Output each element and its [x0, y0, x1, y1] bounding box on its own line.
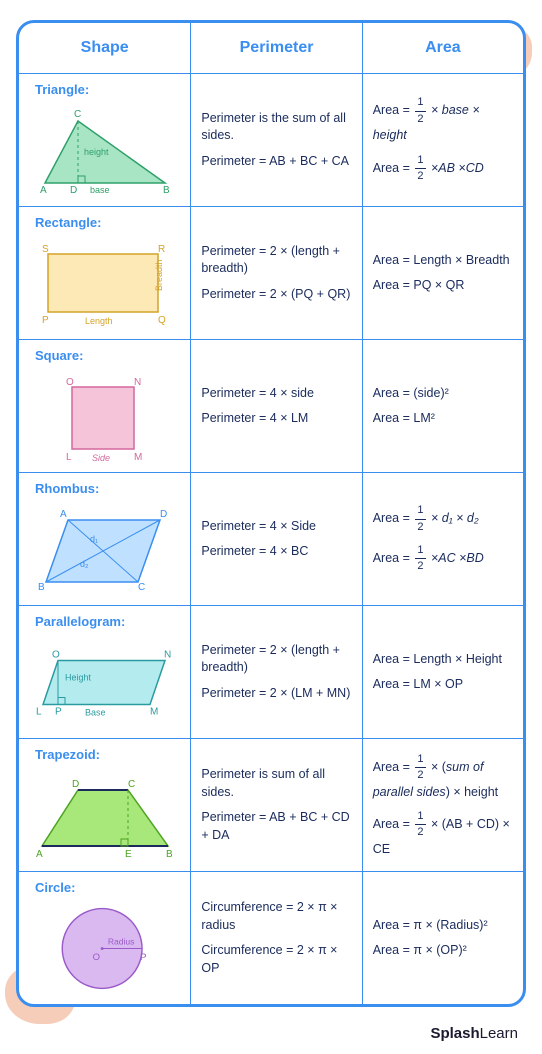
circle-diagram: O P Radius: [30, 901, 180, 996]
svg-text:N: N: [164, 650, 171, 661]
svg-text:R: R: [158, 244, 165, 255]
rhombus-area-2: Area = 12 ×AC ×BD: [373, 543, 513, 575]
svg-text:Length: Length: [85, 316, 113, 326]
svg-text:L: L: [36, 707, 42, 718]
square-area-2: Area = LM²: [373, 410, 513, 428]
svg-text:E: E: [125, 849, 132, 860]
trapezoid-area-1: Area = 12 × (sum of parallel sides) × he…: [373, 752, 513, 801]
svg-text:B: B: [163, 185, 170, 196]
circle-area-1: Area = π × (Radius)²: [373, 917, 513, 935]
parallelogram-diagram: O N L P M Height Base: [30, 635, 180, 730]
rhombus-perimeter-2: Perimeter = 4 × BC: [201, 543, 351, 561]
svg-text:A: A: [60, 509, 67, 520]
svg-text:D: D: [160, 509, 167, 520]
rectangle-title: Rectangle:: [29, 215, 101, 230]
svg-text:D: D: [70, 185, 77, 196]
trapezoid-title: Trapezoid:: [29, 747, 100, 762]
svg-text:C: C: [74, 109, 81, 120]
svg-text:C: C: [138, 582, 145, 593]
circle-area-2: Area = π × (OP)²: [373, 942, 513, 960]
rectangle-area-2: Area = PQ × QR: [373, 277, 513, 295]
svg-text:N: N: [134, 377, 141, 388]
rectangle-area-1: Area = Length × Breadth: [373, 252, 513, 270]
svg-text:A: A: [40, 185, 47, 196]
row-circle: Circle: O P Radius Circumference = 2 × π…: [19, 872, 523, 1004]
row-trapezoid: Trapezoid: A B C D E Perimeter is sum of…: [19, 739, 523, 872]
svg-text:base: base: [90, 185, 110, 195]
parallelogram-area-1: Area = Length × Height: [373, 651, 513, 669]
svg-text:C: C: [128, 779, 135, 790]
rectangle-diagram: S R P Q Length Breadth: [30, 236, 180, 331]
brand-logo: SplashLearn: [0, 1017, 542, 1054]
trapezoid-diagram: A B C D E: [30, 768, 180, 863]
svg-text:M: M: [150, 707, 158, 718]
circle-title: Circle:: [29, 880, 75, 895]
triangle-area-1: Area = 12 × base × height: [373, 95, 513, 144]
circle-perimeter-1: Circumference = 2 × π × radius: [201, 899, 351, 934]
trapezoid-perimeter-1: Perimeter is sum of all sides.: [201, 766, 351, 801]
parallelogram-title: Parallelogram:: [29, 614, 125, 629]
svg-text:O: O: [92, 952, 99, 963]
svg-text:height: height: [84, 147, 109, 157]
trapezoid-perimeter-2: Perimeter = AB + BC + CD + DA: [201, 809, 351, 844]
svg-text:P: P: [42, 315, 49, 326]
triangle-perimeter-text: Perimeter is the sum of all sides.: [201, 110, 351, 145]
svg-text:O: O: [66, 377, 74, 388]
svg-text:Height: Height: [65, 673, 92, 683]
svg-text:M: M: [134, 452, 142, 463]
svg-text:B: B: [38, 582, 45, 593]
parallelogram-area-2: Area = LM × OP: [373, 676, 513, 694]
rhombus-diagram: A D B C d₁ d₂: [30, 502, 180, 597]
rhombus-title: Rhombus:: [29, 481, 99, 496]
svg-text:A: A: [36, 849, 43, 860]
square-perimeter-2: Perimeter = 4 × LM: [201, 410, 351, 428]
triangle-perimeter-formula: Perimeter = AB + BC + CA: [201, 153, 351, 171]
formula-table: Shape Perimeter Area Triangle: A B C D b…: [16, 20, 526, 1007]
rectangle-perimeter-2: Perimeter = 2 × (PQ + QR): [201, 286, 351, 304]
svg-text:Breadth: Breadth: [154, 259, 164, 291]
square-area-1: Area = (side)²: [373, 385, 513, 403]
header-row: Shape Perimeter Area: [19, 23, 523, 74]
svg-text:Q: Q: [158, 315, 166, 326]
triangle-title: Triangle:: [29, 82, 89, 97]
svg-text:Base: Base: [85, 708, 106, 718]
row-parallelogram: Parallelogram: O N L P M Height Base Per…: [19, 606, 523, 739]
header-perimeter: Perimeter: [190, 23, 361, 73]
triangle-diagram: A B C D base height: [30, 103, 180, 198]
svg-text:D: D: [72, 779, 79, 790]
trapezoid-area-2: Area = 12 × (AB + CD) × CE: [373, 809, 513, 858]
row-rhombus: Rhombus: A D B C d₁ d₂ Perimeter = 4 × S…: [19, 473, 523, 606]
parallelogram-perimeter-1: Perimeter = 2 × (length + breadth): [201, 642, 351, 677]
rectangle-perimeter-1: Perimeter = 2 × (length + breadth): [201, 243, 351, 278]
header-shape: Shape: [19, 23, 190, 73]
svg-text:L: L: [66, 452, 72, 463]
rhombus-area-1: Area = 12 × d₁ × d₂: [373, 503, 513, 535]
triangle-area-2: Area = 12 ×AB ×CD: [373, 153, 513, 185]
square-diagram: O N L M Side: [30, 369, 180, 464]
parallelogram-perimeter-2: Perimeter = 2 × (LM + MN): [201, 685, 351, 703]
square-title: Square:: [29, 348, 83, 363]
svg-text:O: O: [52, 650, 60, 661]
square-perimeter-1: Perimeter = 4 × side: [201, 385, 351, 403]
svg-text:P: P: [140, 952, 146, 963]
svg-text:B: B: [166, 849, 173, 860]
row-rectangle: Rectangle: S R P Q Length Breadth Perime…: [19, 207, 523, 340]
svg-text:Side: Side: [92, 453, 110, 463]
row-triangle: Triangle: A B C D base height Perimeter …: [19, 74, 523, 207]
svg-text:d₂: d₂: [80, 559, 89, 569]
svg-text:d₁: d₁: [90, 534, 98, 544]
svg-text:S: S: [42, 244, 49, 255]
svg-text:P: P: [55, 707, 62, 718]
row-square: Square: O N L M Side Perimeter = 4 × sid…: [19, 340, 523, 473]
circle-perimeter-2: Circumference = 2 × π × OP: [201, 942, 351, 977]
svg-text:Radius: Radius: [108, 937, 135, 947]
rhombus-perimeter-1: Perimeter = 4 × Side: [201, 518, 351, 536]
header-area: Area: [362, 23, 523, 73]
